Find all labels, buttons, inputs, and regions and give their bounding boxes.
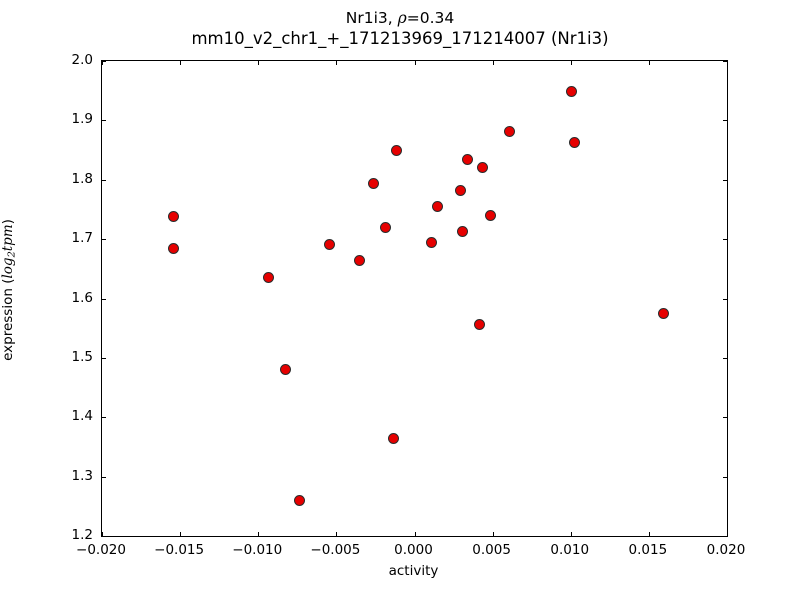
data-point [263,272,275,284]
x-axis-tick [102,532,103,536]
x-axis-tick [727,532,728,536]
y-axis-label-suffix: ) [0,219,16,225]
data-point [167,210,179,222]
rho-symbol: ρ [397,9,407,27]
y-axis-tick [723,120,727,122]
y-tick-label: 1.6 [71,289,93,306]
data-point [474,318,486,330]
x-axis-tick [648,532,650,536]
data-point [353,255,365,267]
y-axis-tick [102,120,106,122]
rho-value: =0.34 [406,9,455,27]
x-axis-label: activity [388,563,439,579]
data-point [367,178,379,190]
data-point [388,432,400,444]
x-axis-tick [180,61,182,65]
x-axis-tick [336,61,338,65]
y-axis-tick [102,61,106,62]
y-axis-label-prefix: expression ( [0,278,16,361]
x-tick-label: 0.010 [550,542,590,558]
y-axis-tick [102,298,106,300]
x-tick-label: −0.020 [76,542,126,558]
data-point [477,162,489,174]
x-axis-tick [102,61,103,65]
y-tick-label: 1.7 [71,230,93,247]
y-axis-label-log: log [0,257,16,279]
y-tick-label: 1.4 [71,408,93,425]
data-point [566,85,578,97]
x-tick-label: −0.015 [154,542,205,558]
y-axis-tick [102,179,106,181]
x-axis-tick [570,61,572,65]
y-tick-label: 1.3 [71,467,93,484]
data-point [461,154,473,166]
x-axis-tick [492,61,494,65]
y-tick-label: 2.0 [71,52,93,68]
y-axis-label-tpm: tpm [0,224,16,252]
x-tick-label: 0.000 [394,542,433,558]
y-axis-tick [723,536,727,537]
data-point [280,364,292,376]
x-axis-tick [570,532,572,536]
x-axis-tick [180,532,182,536]
chart-title-line-2: mm10_v2_chr1_+_171213969_171214007 (Nr1i… [191,29,609,49]
y-axis-tick [102,239,106,241]
data-point [569,136,581,148]
chart-title-line-1: Nr1i3, ρ=0.34 [0,8,800,28]
data-point [503,125,515,137]
y-axis-tick [102,536,106,537]
data-point [455,185,467,197]
y-axis-label: expression (log2tpm) [0,219,18,375]
y-tick-label: 1.5 [71,348,93,365]
y-tick-label: 1.8 [71,170,93,187]
y-axis-tick [102,417,106,419]
x-axis-tick [727,61,728,65]
y-axis-tick [723,417,727,419]
y-axis-tick [723,239,727,241]
plot-area [101,60,728,537]
data-point [167,242,179,254]
y-axis-tick [723,357,727,359]
x-axis-tick [414,61,416,65]
y-axis-tick [723,298,727,300]
chart-title-gene: Nr1i3, [345,9,398,27]
data-point [425,237,437,248]
x-tick-label: −0.010 [232,542,283,558]
data-point [431,200,443,212]
x-axis-tick [258,61,260,65]
chart-title: Nr1i3, ρ=0.34 mm10_v2_chr1_+_171213969_1… [0,8,800,50]
x-axis-tick [336,532,338,536]
y-axis-tick [723,61,727,62]
y-axis-tick [102,476,106,478]
y-axis-tick [723,179,727,181]
data-point [294,494,306,506]
x-axis-tick [258,532,260,536]
x-tick-label: 0.020 [706,542,746,558]
x-tick-label: −0.005 [310,542,361,558]
x-axis-tick [492,532,494,536]
data-point [658,307,670,319]
y-axis-tick [723,476,727,478]
y-tick-label: 1.2 [71,527,93,543]
y-axis-label-sub: 2 [6,251,18,258]
y-axis-tick [102,357,106,359]
data-point [380,221,392,233]
x-tick-label: 0.005 [472,542,511,558]
y-tick-label: 1.9 [71,111,93,128]
data-point [391,144,403,156]
data-point [324,238,336,250]
data-point [485,210,496,222]
x-tick-label: 0.015 [628,542,668,558]
data-point [456,226,468,238]
data-points-layer [102,61,727,536]
x-axis-tick [414,532,416,536]
x-axis-tick [648,61,650,65]
